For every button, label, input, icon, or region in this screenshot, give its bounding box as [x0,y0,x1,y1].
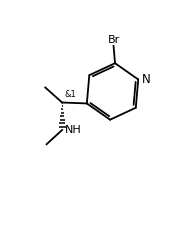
Text: N: N [141,73,150,86]
Text: Br: Br [107,35,120,45]
Text: NH: NH [65,125,81,135]
Text: &1: &1 [64,90,76,99]
